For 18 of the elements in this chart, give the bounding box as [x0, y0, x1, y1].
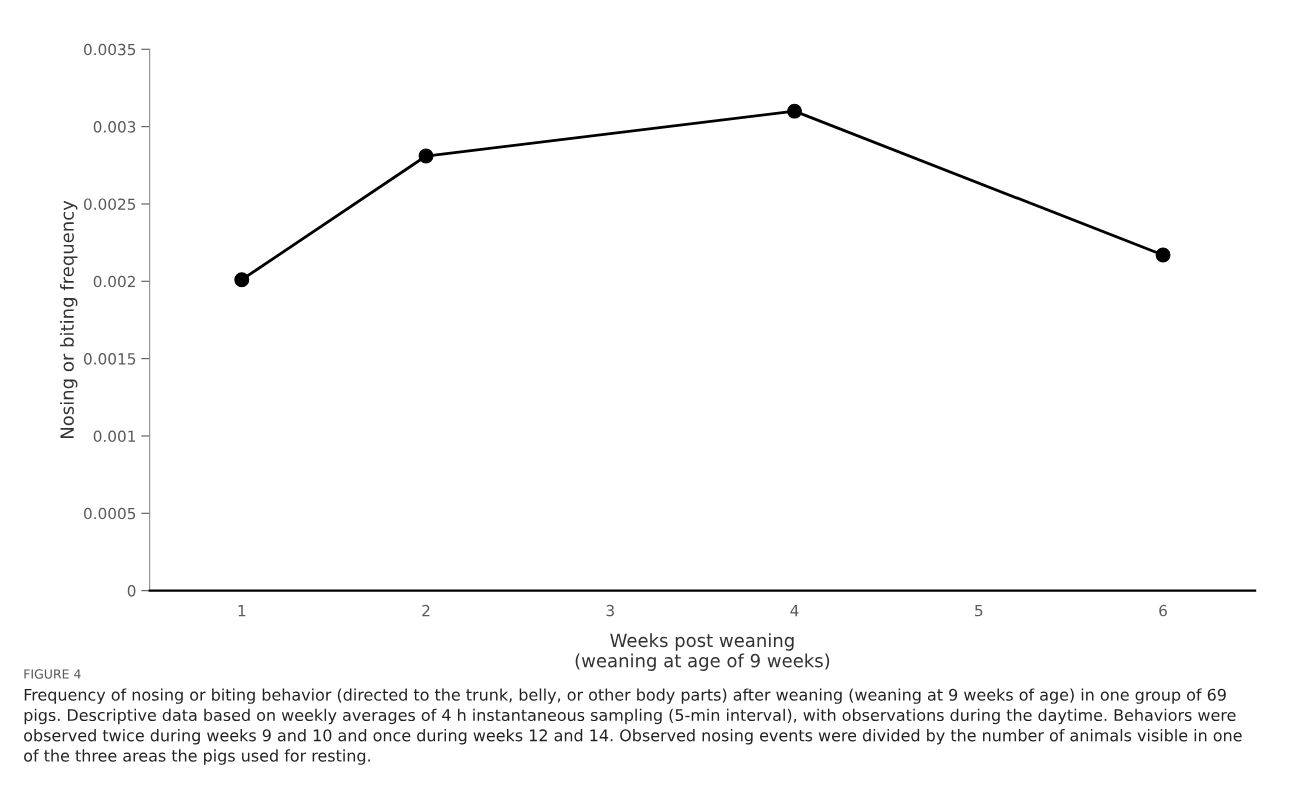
y-tick-label: 0.001	[93, 430, 136, 442]
text: Frequency of nosing or biting behavior (directed to the trunk, belly, or other body parts) after weaning (weaning at 9 weeks of age) in one group of 69 pigs. Descriptive data based on weekly averages of 4 h instantaneous sampling (5-min interval), with observations during the daytime. Behaviors were observed twice during weeks 9 and 10 and once during weeks 12 and 14. Observed nosing events were divided by the number of animals visible in one of the three areas the pigs used for resting.	[24, 688, 1242, 765]
x-tick-label: 1	[238, 605, 246, 617]
y-tick-label: 0.0025	[84, 198, 136, 210]
y-tick-label: 0.002	[93, 275, 135, 288]
x-tick-label: 3	[606, 604, 614, 617]
y-axis-title: Nosing or biting frequency	[59, 200, 78, 438]
x-axis-title: Weeks post weaning (weaning at age of 9 weeks)	[575, 633, 830, 671]
y-tick-label: 0.0015	[84, 353, 136, 365]
y-tick-label: 0	[127, 585, 136, 597]
y-tick-label: 0.003	[93, 121, 136, 133]
y-tick-label: 0.0005	[84, 507, 136, 520]
x-tick-label: 2	[422, 604, 430, 617]
x-tick-label: 6	[1159, 604, 1167, 617]
x-tick-label: 5	[975, 605, 983, 617]
caption: FIGURE 4	[24, 669, 81, 679]
y-tick-label: 0.0035	[84, 43, 136, 56]
x-tick-label: 4	[790, 605, 799, 617]
